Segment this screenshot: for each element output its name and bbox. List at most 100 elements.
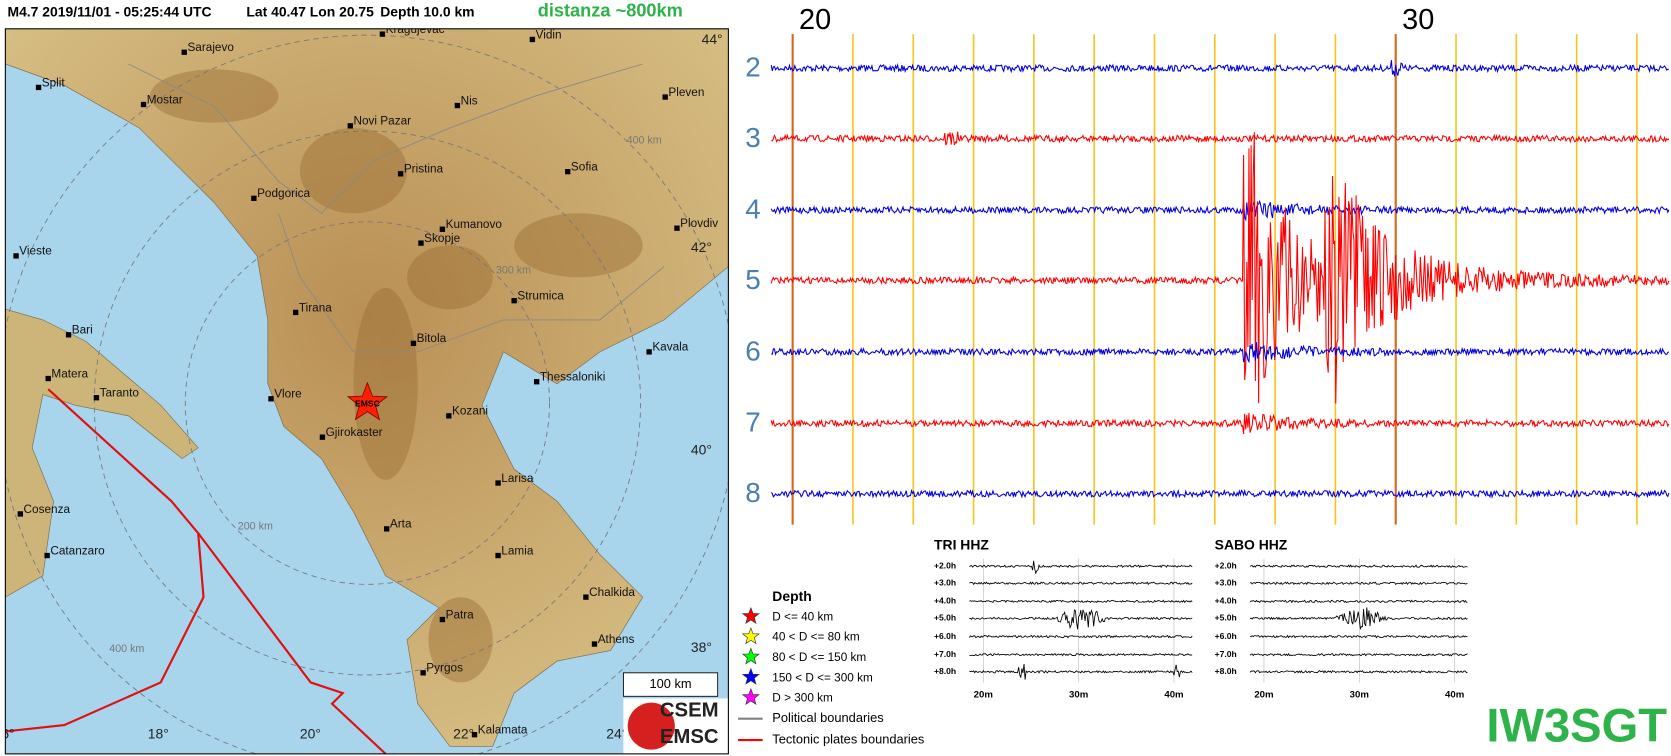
legend-star	[741, 687, 760, 706]
city-marker	[646, 349, 652, 355]
hour-label: 4	[745, 194, 760, 225]
panel-title: SABO HHZ	[1215, 537, 1288, 553]
political-boundaries	[128, 63, 665, 353]
city-marker	[418, 240, 424, 246]
city-marker	[420, 670, 426, 676]
city-marker	[439, 226, 446, 232]
city-label: Kumanovo	[446, 218, 503, 231]
hour-label: 3	[745, 122, 760, 153]
city-label: Arta	[390, 518, 412, 531]
latitude-label: 42°	[691, 239, 712, 255]
panel-minute-label: 30m	[1069, 690, 1088, 701]
city-label: Pleven	[668, 86, 704, 99]
city-label: Kalamata	[478, 724, 528, 737]
panel-trace	[969, 581, 1193, 586]
city-label: Lamia	[501, 544, 534, 557]
panel-hour-label: +2.0h	[934, 560, 956, 570]
city-marker	[446, 413, 452, 419]
mountains	[149, 69, 643, 683]
epicenter-label: EMSC	[355, 398, 380, 408]
city-label: Strumica	[517, 290, 564, 303]
panel-hour-label: +6.0h	[1215, 631, 1237, 641]
map-frame	[4, 28, 729, 755]
panel-trace	[969, 599, 1193, 604]
latitude-label: 38°	[691, 639, 712, 655]
city-label: Tirana	[299, 301, 332, 314]
city-marker	[45, 375, 51, 382]
latitude-label: 40°	[691, 442, 712, 458]
trace	[770, 60, 1669, 77]
city-marker	[583, 594, 589, 600]
city-label: Athens	[598, 633, 635, 646]
minute-label: 20	[799, 4, 831, 36]
panel-hour-label: +3.0h	[1215, 578, 1237, 588]
legend-label: Tectonic plates boundaries	[772, 731, 924, 746]
tectonic-boundaries	[5, 388, 387, 754]
distance-rings	[5, 34, 729, 754]
city-label: Bitola	[417, 332, 447, 345]
city-label: Cosenza	[24, 503, 71, 516]
event-info: M4.7 2019/11/01 - 05:25:44 UTC	[7, 3, 211, 19]
city-label: Vlore	[274, 388, 302, 401]
legend-label: 150 < D <= 300 km	[772, 671, 873, 684]
city-label: Gjirokaster	[326, 426, 383, 439]
legend-label: Political boundaries	[772, 710, 883, 725]
panel-hour-label: +4.0h	[934, 596, 956, 606]
distance: distanza ~800km	[538, 1, 683, 21]
minute-label: 30	[1402, 4, 1434, 36]
legend-title: Depth	[772, 588, 811, 604]
city-marker	[565, 169, 571, 175]
panel-hour-label: +8.0h	[1215, 666, 1237, 676]
city-marker	[471, 732, 478, 738]
city-label: Skopje	[424, 232, 460, 245]
panel-trace	[1249, 652, 1468, 657]
city-label: Mostar	[147, 93, 183, 106]
city-marker	[251, 195, 257, 201]
panel-minute-label: 20m	[974, 690, 993, 701]
land-italy	[5, 308, 199, 598]
hour-label: 8	[745, 477, 760, 508]
panel-trace	[1249, 564, 1468, 568]
city-marker	[384, 526, 390, 532]
panel-hour-label: +2.0h	[1215, 560, 1237, 570]
city-marker	[410, 340, 417, 347]
city-marker	[17, 511, 24, 517]
trace	[770, 488, 1670, 499]
panel-trace	[1249, 634, 1468, 639]
panel-minute-label: 30m	[1350, 690, 1369, 701]
logo-text: EMSC	[660, 726, 719, 748]
city-marker	[529, 36, 536, 43]
city-marker	[292, 309, 299, 316]
hour-label: 6	[745, 335, 760, 366]
city-marker	[181, 49, 187, 55]
city-label: Chalkida	[589, 586, 635, 599]
trace	[770, 342, 1670, 364]
panel-title: TRI HHZ	[934, 537, 989, 553]
city-marker	[533, 379, 540, 385]
legend-label: 40 < D <= 80 km	[772, 631, 860, 644]
city-label: Bari	[72, 324, 93, 337]
panel-hour-label: +7.0h	[934, 649, 956, 659]
hour-label: 7	[745, 407, 760, 438]
city-marker	[495, 552, 501, 559]
city-marker	[397, 171, 404, 177]
city-marker	[347, 123, 353, 129]
city-marker	[140, 101, 147, 108]
city-marker	[591, 641, 598, 647]
epicenter	[346, 381, 388, 421]
city-label: Patra	[446, 608, 475, 621]
panel-hour-label: +8.0h	[934, 666, 956, 676]
city-marker	[268, 396, 274, 402]
city-marker	[35, 84, 42, 91]
city-marker	[495, 480, 501, 486]
city-marker	[319, 434, 326, 440]
legend-label: D > 300 km	[772, 692, 833, 705]
panel-trace	[969, 560, 1193, 575]
logo-mark	[627, 702, 675, 750]
city-marker	[662, 94, 668, 100]
city-label: Podgorica	[257, 187, 310, 200]
legend-label: D <= 40 km	[772, 611, 833, 624]
panel-trace	[1249, 581, 1468, 586]
panel-minute-label: 20m	[1254, 690, 1273, 701]
